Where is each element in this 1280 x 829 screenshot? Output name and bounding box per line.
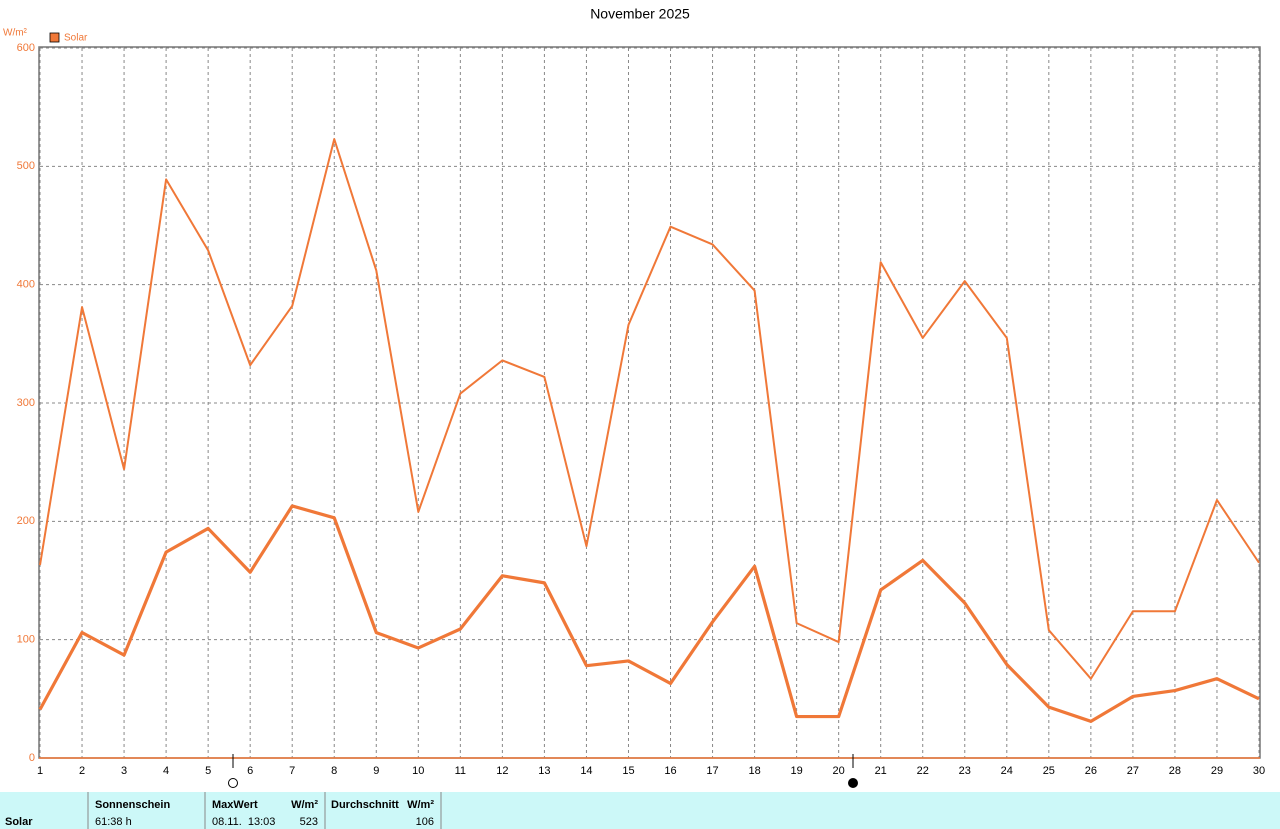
x-tick-label: 3: [121, 765, 127, 777]
column-unit: W/m²: [407, 799, 434, 811]
x-tick-label: 13: [538, 765, 550, 777]
column-header: Durchschnitt: [331, 799, 399, 811]
x-tick-label: 19: [790, 765, 802, 777]
x-tick-label: 12: [496, 765, 508, 777]
y-tick-label: 500: [17, 160, 35, 172]
x-tick-label: 20: [833, 765, 845, 777]
y-axis-label: W/m²: [3, 28, 28, 39]
y-tick-label: 300: [17, 397, 35, 409]
line-series: [39, 138, 1260, 680]
x-tick-label: 14: [580, 765, 592, 777]
x-tick-label: 18: [748, 765, 760, 777]
x-tick-label: 22: [917, 765, 929, 777]
x-tick-label: 27: [1127, 765, 1139, 777]
x-tick-label: 28: [1169, 765, 1181, 777]
row-label: Solar: [5, 816, 33, 828]
x-tick-label: 10: [412, 765, 424, 777]
y-tick-label: 0: [29, 752, 35, 764]
column-header: MaxWert: [212, 799, 258, 811]
x-tick-label: 15: [622, 765, 634, 777]
legend-swatch: [49, 32, 60, 43]
x-tick-label: 1: [37, 765, 43, 777]
x-tick-label: 30: [1253, 765, 1265, 777]
x-tick-label: 21: [875, 765, 887, 777]
legend: Solar: [49, 32, 88, 44]
x-tick-label: 16: [664, 765, 676, 777]
x-tick-label: 6: [247, 765, 253, 777]
cell: 106: [416, 816, 434, 828]
cell: 523: [300, 816, 318, 828]
x-tick-label: 9: [373, 765, 379, 777]
y-tick-label: 200: [17, 515, 35, 527]
summary-table: Solar Sonnenschein 61:38 h MaxWert W/m² …: [0, 792, 1280, 829]
x-tick-label: 8: [331, 765, 337, 777]
x-tick-label: 4: [163, 765, 169, 777]
cell: 08.11. 13:03: [212, 816, 275, 828]
column-unit: W/m²: [291, 799, 318, 811]
x-tick-label: 23: [959, 765, 971, 777]
lines: [38, 138, 1260, 723]
column-header: Sonnenschein: [95, 799, 170, 811]
x-tick-label: 5: [205, 765, 211, 777]
y-tick-label: 400: [17, 279, 35, 291]
line-series: [38, 504, 1260, 723]
x-tick-label: 26: [1085, 765, 1097, 777]
x-tick-label: 25: [1043, 765, 1055, 777]
x-tick-label: 11: [455, 765, 466, 777]
y-tick-label: 600: [17, 42, 35, 54]
x-tick-label: 2: [79, 765, 85, 777]
y-tick-label: 100: [17, 634, 35, 646]
x-tick-label: 7: [289, 765, 295, 777]
cell: 61:38 h: [95, 816, 132, 828]
x-tick-label: 29: [1211, 765, 1223, 777]
full-moon-icon: [228, 778, 238, 788]
chart-title: November 2025: [590, 6, 690, 22]
legend-label: Solar: [64, 33, 88, 44]
x-tick-label: 24: [1001, 765, 1013, 777]
table-background: [0, 792, 1280, 829]
new-moon-icon: [848, 778, 858, 788]
x-tick-label: 17: [706, 765, 718, 777]
